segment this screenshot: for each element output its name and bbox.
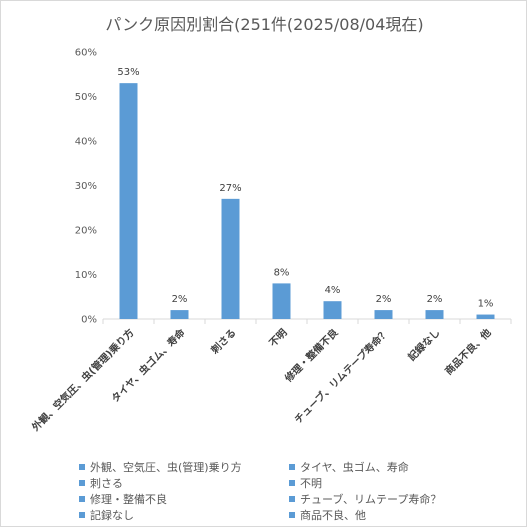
bar xyxy=(323,301,342,319)
category-label: 修理・整備不良 xyxy=(281,326,340,385)
legend-swatch xyxy=(79,479,85,486)
bar xyxy=(170,310,189,319)
legend-item: 記録なし xyxy=(79,507,289,522)
y-tick-label: 10% xyxy=(75,270,97,281)
category-label: チューブ、リムテープ寿命？ xyxy=(292,326,392,426)
bar xyxy=(374,310,393,319)
legend-label: 外観、空気圧、虫(管理)乗り方 xyxy=(90,460,242,474)
bar xyxy=(221,198,240,319)
legend-swatch xyxy=(289,495,295,502)
legend-label: 商品不良、他 xyxy=(300,508,366,522)
legend-label: タイヤ、虫ゴム、寿命 xyxy=(300,460,409,474)
legend-label: 記録なし xyxy=(90,508,134,522)
y-tick-label: 0% xyxy=(81,315,97,326)
bar xyxy=(476,314,495,319)
y-tick-label: 60% xyxy=(75,48,97,59)
legend-swatch xyxy=(79,463,85,470)
legend-label: 刺さる xyxy=(90,476,123,490)
data-label: 8% xyxy=(274,267,290,278)
legend-label: 修理・整備不良 xyxy=(90,492,167,506)
category-label: 刺さる xyxy=(208,326,239,357)
data-label: 2% xyxy=(172,294,188,305)
legend: 外観、空気圧、虫(管理)乗り方 タイヤ、虫ゴム、寿命刺さる 不明修理・整備不良 チュー… xyxy=(79,459,519,522)
bar xyxy=(425,310,444,319)
category-label: 商品不良、他 xyxy=(442,326,494,378)
legend-swatch xyxy=(79,495,85,502)
bar xyxy=(272,283,291,319)
data-label: 1% xyxy=(478,299,494,310)
chart-title: パンク原因別割合(251件(2025/08/04現在) xyxy=(105,15,424,34)
legend-item: タイヤ、虫ゴム、寿命 xyxy=(289,459,499,474)
y-tick-label: 20% xyxy=(75,226,97,237)
legend-item: 不明 xyxy=(289,475,499,490)
category-label: 外観、空気圧、虫(管理)乗り方 xyxy=(28,326,136,434)
legend-item: 商品不良、他 xyxy=(289,507,499,522)
legend-label: チューブ、リムテープ寿命？ xyxy=(300,492,442,506)
data-label: 27% xyxy=(219,183,241,194)
data-label: 53% xyxy=(117,67,139,78)
legend-item: 修理・整備不良 xyxy=(79,491,289,506)
data-label: 2% xyxy=(376,294,392,305)
legend-swatch xyxy=(289,511,295,518)
data-label: 4% xyxy=(325,285,341,296)
legend-item: チューブ、リムテープ寿命？ xyxy=(289,491,499,506)
legend-item: 刺さる xyxy=(79,475,289,490)
y-tick-label: 40% xyxy=(75,137,97,148)
category-label: 記録なし xyxy=(405,326,442,363)
y-tick-label: 50% xyxy=(75,92,97,103)
y-tick-label: 30% xyxy=(75,181,97,192)
legend-item: 外観、空気圧、虫(管理)乗り方 xyxy=(79,459,289,474)
category-label: 不明 xyxy=(267,327,290,350)
bar xyxy=(119,83,138,320)
legend-swatch xyxy=(289,463,295,470)
legend-label: 不明 xyxy=(300,476,322,490)
legend-swatch xyxy=(289,479,295,486)
legend-swatch xyxy=(79,511,85,518)
data-label: 2% xyxy=(427,294,443,305)
